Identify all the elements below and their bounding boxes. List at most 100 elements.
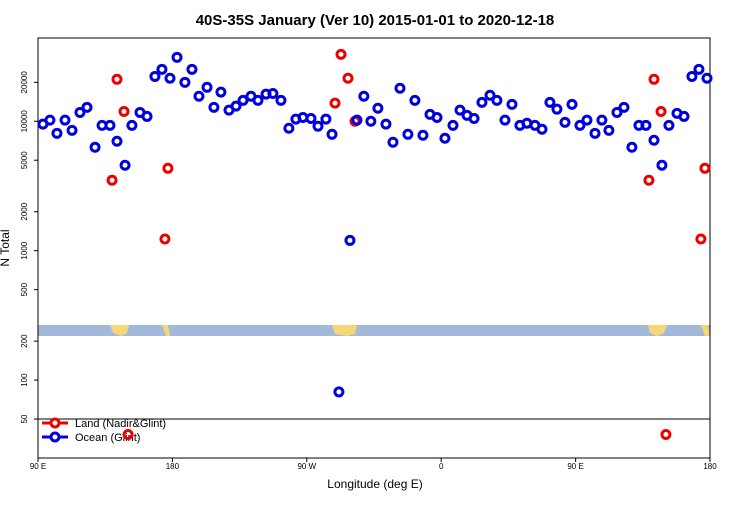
- plot-frame: [37, 37, 711, 459]
- point: [559, 116, 571, 128]
- point: [589, 127, 601, 139]
- point: [81, 101, 93, 113]
- point: [699, 162, 711, 174]
- legend: Land (Nadir&Glint)Ocean (Glint): [42, 417, 166, 444]
- y-tick-label: 5000: [20, 151, 29, 169]
- point: [215, 86, 227, 98]
- y-tick-label: 50: [20, 414, 29, 423]
- point: [640, 119, 652, 131]
- point: [380, 118, 392, 130]
- x-axis-label: Longitude (deg E): [327, 477, 422, 491]
- point: [126, 119, 138, 131]
- point: [193, 90, 205, 102]
- point: [283, 122, 295, 134]
- point: [118, 105, 130, 117]
- point: [312, 120, 324, 132]
- point: [618, 101, 630, 113]
- point: [106, 174, 118, 186]
- point: [149, 70, 161, 82]
- point: [111, 135, 123, 147]
- y-tick-label: 100: [20, 373, 29, 387]
- legend-marker: [49, 417, 61, 429]
- point: [74, 106, 86, 118]
- point: [409, 94, 421, 106]
- point: [655, 105, 667, 117]
- point: [551, 103, 563, 115]
- point: [491, 94, 503, 106]
- point: [44, 114, 56, 126]
- point: [447, 119, 459, 131]
- point: [335, 48, 347, 60]
- point: [104, 119, 116, 131]
- point: [372, 102, 384, 114]
- point: [387, 136, 399, 148]
- point: [164, 72, 176, 84]
- point: [431, 111, 443, 123]
- point: [701, 72, 713, 84]
- point: [344, 234, 356, 246]
- point: [476, 96, 488, 108]
- point: [536, 123, 548, 135]
- point: [186, 63, 198, 75]
- point: [342, 72, 354, 84]
- point: [59, 114, 71, 126]
- point: [89, 141, 101, 153]
- x-tick-label: 90 E: [567, 462, 583, 471]
- chart-title: 40S-35S January (Ver 10) 2015-01-01 to 2…: [196, 12, 555, 29]
- point: [603, 124, 615, 136]
- point: [566, 98, 578, 110]
- point: [656, 159, 668, 171]
- point: [122, 428, 134, 440]
- x-tick-label: 0: [439, 462, 444, 471]
- y-tick-label: 20000: [20, 71, 29, 94]
- y-tick-label: 200: [20, 334, 29, 348]
- point: [581, 114, 593, 126]
- y-tick-label: 10000: [20, 110, 29, 133]
- point: [66, 124, 78, 136]
- point: [365, 115, 377, 127]
- y-tick-label: 1000: [20, 241, 29, 259]
- point: [156, 63, 168, 75]
- point: [648, 134, 660, 146]
- point: [439, 132, 451, 144]
- point: [201, 81, 213, 93]
- y-tick-label: 2000: [20, 202, 29, 220]
- point: [51, 127, 63, 139]
- point: [326, 128, 338, 140]
- point: [171, 51, 183, 63]
- point: [320, 113, 332, 125]
- point: [333, 386, 345, 398]
- point: [686, 70, 698, 82]
- point: [267, 87, 279, 99]
- legend-label: Land (Nadir&Glint): [75, 418, 166, 430]
- point: [230, 100, 242, 112]
- x-tick-label: 90 E: [30, 462, 46, 471]
- point: [693, 63, 705, 75]
- point: [611, 106, 623, 118]
- point: [141, 110, 153, 122]
- point: [111, 73, 123, 85]
- point: [454, 104, 466, 116]
- point: [358, 90, 370, 102]
- point: [237, 94, 249, 106]
- point: [394, 82, 406, 94]
- point: [162, 162, 174, 174]
- point: [305, 113, 317, 125]
- point: [648, 73, 660, 85]
- point: [643, 174, 655, 186]
- legend-marker: [49, 431, 61, 443]
- x-tick-label: 90 W: [297, 462, 316, 471]
- point: [499, 114, 511, 126]
- point: [252, 94, 264, 106]
- point: [678, 110, 690, 122]
- point: [159, 233, 171, 245]
- point: [663, 119, 675, 131]
- point: [506, 98, 518, 110]
- map-strip: [38, 325, 710, 336]
- point: [660, 428, 672, 440]
- y-tick-label: 500: [20, 282, 29, 296]
- point: [208, 101, 220, 113]
- point: [695, 233, 707, 245]
- point: [626, 141, 638, 153]
- point: [484, 89, 496, 101]
